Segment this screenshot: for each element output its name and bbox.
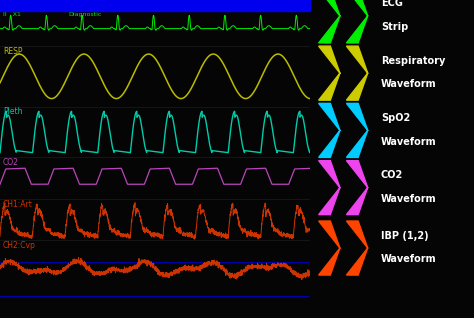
Text: Strip: Strip	[381, 22, 408, 32]
Bar	[0, 0, 310, 11]
Text: Diagnostic: Diagnostic	[68, 12, 102, 17]
Text: RESP: RESP	[3, 47, 23, 56]
Polygon shape	[319, 46, 340, 100]
Text: CO2: CO2	[381, 170, 403, 180]
Text: II   X1: II X1	[3, 12, 21, 17]
Text: SpO2: SpO2	[381, 113, 410, 123]
Polygon shape	[319, 0, 340, 43]
Polygon shape	[346, 103, 368, 157]
Polygon shape	[346, 0, 368, 43]
Text: CH1:Art: CH1:Art	[3, 200, 33, 209]
Text: IBP (1,2): IBP (1,2)	[381, 231, 428, 240]
Text: Waveform: Waveform	[381, 254, 437, 264]
Polygon shape	[319, 103, 340, 157]
Text: Respiratory: Respiratory	[381, 56, 445, 66]
Polygon shape	[346, 46, 368, 100]
Text: CH2:Cvp: CH2:Cvp	[3, 241, 36, 250]
Text: Pleth: Pleth	[3, 107, 23, 116]
Text: ECG: ECG	[381, 0, 402, 8]
Polygon shape	[319, 161, 340, 215]
Text: Waveform: Waveform	[381, 80, 437, 89]
Text: Waveform: Waveform	[381, 194, 437, 204]
Polygon shape	[319, 221, 340, 275]
Polygon shape	[346, 161, 368, 215]
Text: Waveform: Waveform	[381, 137, 437, 147]
Polygon shape	[346, 221, 368, 275]
Text: CO2: CO2	[3, 158, 19, 167]
